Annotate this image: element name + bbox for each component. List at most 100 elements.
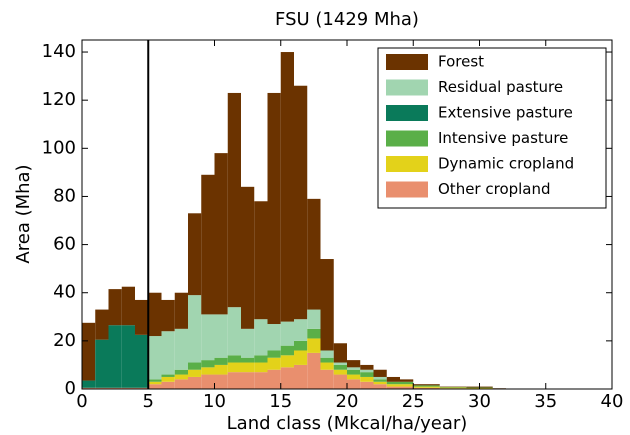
bar-segment bbox=[386, 376, 400, 382]
bar-segment bbox=[479, 386, 493, 388]
bar-segment bbox=[267, 350, 281, 358]
bar-segment bbox=[333, 369, 347, 375]
y-tick-label: 20 bbox=[53, 330, 76, 351]
bar-segment bbox=[400, 386, 414, 389]
bar-segment bbox=[95, 387, 109, 389]
bar-segment bbox=[320, 259, 334, 351]
bar-segment bbox=[413, 386, 427, 388]
bar-segment bbox=[227, 307, 241, 356]
y-tick-label: 140 bbox=[42, 41, 76, 62]
bar-segment bbox=[214, 364, 228, 375]
bar-segment bbox=[254, 319, 268, 356]
x-tick-label: 20 bbox=[336, 391, 359, 412]
bar-segment bbox=[201, 174, 215, 315]
x-axis-label: Land class (Mkcal/ha/year) bbox=[227, 413, 468, 434]
bar-segment bbox=[386, 381, 400, 385]
bar-segment bbox=[400, 381, 414, 385]
bar-segment bbox=[320, 350, 334, 358]
x-tick-label: 40 bbox=[601, 391, 624, 412]
x-tick-label: 5 bbox=[143, 391, 154, 412]
bar-segment bbox=[426, 387, 440, 389]
legend-box bbox=[377, 47, 607, 209]
bar-segment bbox=[174, 379, 188, 389]
bar-segment bbox=[386, 386, 400, 389]
y-tick-label: 60 bbox=[53, 234, 76, 255]
y-tick-label: 100 bbox=[42, 137, 76, 158]
y-axis-label: Area (Mha) bbox=[13, 164, 34, 263]
legend-swatch bbox=[386, 79, 428, 96]
bar-segment bbox=[161, 376, 175, 382]
y-tick-label: 0 bbox=[65, 378, 76, 399]
bar-segment bbox=[320, 362, 334, 370]
bar-segment bbox=[227, 372, 241, 389]
bar-segment bbox=[280, 345, 294, 356]
bar-segment bbox=[201, 360, 215, 368]
bar-segment bbox=[400, 384, 414, 387]
bar-segment bbox=[227, 362, 241, 373]
legend-label: Intensive pasture bbox=[438, 129, 568, 147]
bar-segment bbox=[413, 384, 427, 386]
bar-segment bbox=[161, 374, 175, 377]
bar-segment bbox=[227, 355, 241, 363]
bar-segment bbox=[135, 387, 149, 389]
y-tick-label: 40 bbox=[53, 282, 76, 303]
bar-segment bbox=[373, 379, 387, 382]
bar-segment bbox=[214, 314, 228, 358]
bar-segment bbox=[161, 331, 175, 375]
bar-segment bbox=[241, 362, 255, 373]
legend-label: Residual pasture bbox=[438, 78, 563, 96]
legend-swatch bbox=[386, 105, 428, 121]
bar-segment bbox=[241, 328, 255, 358]
bar-segment bbox=[373, 384, 387, 389]
bar-segment bbox=[174, 328, 188, 370]
bar-segment bbox=[426, 384, 440, 386]
bar-segment bbox=[333, 362, 347, 365]
bar-segment bbox=[95, 309, 109, 340]
y-tick-label: 120 bbox=[42, 89, 76, 110]
bar-segment bbox=[413, 387, 427, 389]
bar-segment bbox=[201, 314, 215, 361]
bar-segment bbox=[214, 374, 228, 389]
bar-segment bbox=[82, 387, 96, 389]
bar-segment bbox=[254, 362, 268, 373]
legend-swatch bbox=[386, 156, 428, 172]
bar-segment bbox=[82, 380, 96, 388]
bar-segment bbox=[347, 367, 361, 370]
bar-segment bbox=[453, 387, 467, 389]
bar-segment bbox=[267, 357, 281, 370]
bar-segment bbox=[201, 374, 215, 389]
legend-swatch bbox=[386, 54, 428, 70]
bar-segment bbox=[135, 299, 149, 335]
bar-segment bbox=[333, 343, 347, 363]
bar-segment bbox=[386, 384, 400, 387]
bar-segment bbox=[320, 357, 334, 363]
bar-segment bbox=[148, 379, 162, 382]
bar-segment bbox=[148, 381, 162, 385]
bar-segment bbox=[201, 367, 215, 375]
bar-segment bbox=[307, 309, 321, 329]
bar-segment bbox=[267, 92, 281, 325]
bar-segment bbox=[214, 357, 228, 365]
bar-segment bbox=[347, 360, 361, 368]
bar-segment bbox=[108, 325, 122, 388]
bar-segment bbox=[373, 376, 387, 380]
bar-segment bbox=[227, 92, 241, 308]
bar-segment bbox=[307, 328, 321, 339]
chart-title: FSU (1429 Mha) bbox=[275, 9, 419, 30]
bar-segment bbox=[174, 292, 188, 329]
bar-segment bbox=[241, 186, 255, 329]
legend-label: Forest bbox=[438, 53, 484, 71]
legend-swatch bbox=[386, 130, 428, 147]
bar-segment bbox=[360, 369, 374, 373]
bar-segment bbox=[320, 369, 334, 389]
bar-segment bbox=[373, 381, 387, 385]
bar-segment bbox=[148, 336, 162, 380]
bar-segment bbox=[267, 324, 281, 351]
x-tick-label: 10 bbox=[203, 391, 226, 412]
x-tick-label: 30 bbox=[468, 391, 491, 412]
bar-segment bbox=[188, 376, 202, 389]
bar-segment bbox=[241, 372, 255, 389]
bar-segment bbox=[280, 321, 294, 346]
bar-segment bbox=[254, 201, 268, 320]
